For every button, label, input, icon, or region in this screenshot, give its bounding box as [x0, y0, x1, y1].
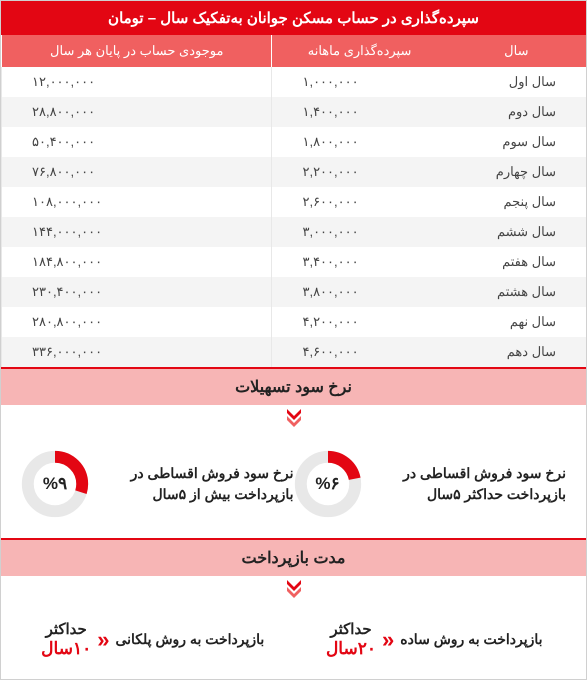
- cell-balance: ۳۳۶,۰۰۰,۰۰۰: [2, 337, 272, 367]
- cell-year: سال هفتم: [447, 247, 586, 277]
- cell-balance: ۲۳۰,۴۰۰,۰۰۰: [2, 277, 272, 307]
- repay-section: بازپرداخت به روش ساده « حداکثر ۲۰سال باز…: [1, 611, 586, 679]
- cell-year: سال هشتم: [447, 277, 586, 307]
- chevron-left-icon: «: [97, 629, 109, 651]
- cell-monthly: ۲,۲۰۰,۰۰۰: [272, 157, 447, 187]
- cell-monthly: ۱,۸۰۰,۰۰۰: [272, 127, 447, 157]
- decorative-arrows-icon: [1, 576, 586, 611]
- table-row: سال سوم۱,۸۰۰,۰۰۰۵۰,۴۰۰,۰۰۰: [2, 127, 587, 157]
- donut-chart: %۹: [21, 450, 89, 518]
- col-header-monthly: سپرده‌گذاری ماهانه: [272, 35, 447, 67]
- repay-box: حداکثر ۲۰سال: [326, 621, 376, 659]
- cell-year: سال پنجم: [447, 187, 586, 217]
- section-title-repay: مدت بازپرداخت: [1, 538, 586, 576]
- repay-text: بازپرداخت به روش ساده: [400, 630, 542, 650]
- section-title-rate: نرخ سود تسهیلات: [1, 367, 586, 405]
- repay-box-bottom: ۱۰سال: [41, 639, 91, 659]
- table-row: سال نهم۴,۲۰۰,۰۰۰۲۸۰,۸۰۰,۰۰۰: [2, 307, 587, 337]
- cell-year: سال ششم: [447, 217, 586, 247]
- cell-year: سال دوم: [447, 97, 586, 127]
- donut-label: %۶: [315, 474, 339, 494]
- repay-text: بازپرداخت به روش پلکانی: [115, 630, 264, 650]
- rate-section: نرخ سود فروش اقساطی در بازپرداخت حداکثر …: [1, 440, 586, 538]
- table-row: سال اول۱,۰۰۰,۰۰۰۱۲,۰۰۰,۰۰۰: [2, 67, 587, 97]
- rate-item: نرخ سود فروش اقساطی در بازپرداخت حداکثر …: [294, 450, 567, 518]
- cell-year: سال نهم: [447, 307, 586, 337]
- donut-chart: %۶: [294, 450, 362, 518]
- chevron-left-icon: «: [382, 629, 394, 651]
- cell-monthly: ۴,۶۰۰,۰۰۰: [272, 337, 447, 367]
- table-row: سال هشتم۳,۸۰۰,۰۰۰۲۳۰,۴۰۰,۰۰۰: [2, 277, 587, 307]
- repay-item: بازپرداخت به روش ساده « حداکثر ۲۰سال: [298, 621, 572, 659]
- cell-balance: ۱۰۸,۰۰۰,۰۰۰: [2, 187, 272, 217]
- cell-year: سال دهم: [447, 337, 586, 367]
- repay-box: حداکثر ۱۰سال: [41, 621, 91, 659]
- cell-balance: ۵۰,۴۰۰,۰۰۰: [2, 127, 272, 157]
- cell-balance: ۲۸۰,۸۰۰,۰۰۰: [2, 307, 272, 337]
- repay-item: بازپرداخت به روش پلکانی « حداکثر ۱۰سال: [16, 621, 290, 659]
- col-header-balance: موجودی حساب در پایان هر سال: [2, 35, 272, 67]
- repay-box-bottom: ۲۰سال: [326, 639, 376, 659]
- decorative-arrows-icon: [1, 405, 586, 440]
- cell-balance: ۱۲,۰۰۰,۰۰۰: [2, 67, 272, 97]
- cell-monthly: ۳,۰۰۰,۰۰۰: [272, 217, 447, 247]
- cell-monthly: ۱,۴۰۰,۰۰۰: [272, 97, 447, 127]
- rate-text: نرخ سود فروش اقساطی در بازپرداخت بیش از …: [101, 463, 294, 505]
- col-header-year: سال: [447, 35, 586, 67]
- table-row: سال ششم۳,۰۰۰,۰۰۰۱۴۴,۰۰۰,۰۰۰: [2, 217, 587, 247]
- table-row: سال هفتم۳,۴۰۰,۰۰۰۱۸۴,۸۰۰,۰۰۰: [2, 247, 587, 277]
- cell-balance: ۱۴۴,۰۰۰,۰۰۰: [2, 217, 272, 247]
- cell-year: سال اول: [447, 67, 586, 97]
- cell-balance: ۲۸,۸۰۰,۰۰۰: [2, 97, 272, 127]
- table-row: سال چهارم۲,۲۰۰,۰۰۰۷۶,۸۰۰,۰۰۰: [2, 157, 587, 187]
- cell-balance: ۷۶,۸۰۰,۰۰۰: [2, 157, 272, 187]
- table-row: سال دوم۱,۴۰۰,۰۰۰۲۸,۸۰۰,۰۰۰: [2, 97, 587, 127]
- donut-label: %۹: [43, 474, 67, 494]
- cell-monthly: ۱,۰۰۰,۰۰۰: [272, 67, 447, 97]
- table-row: سال پنجم۲,۶۰۰,۰۰۰۱۰۸,۰۰۰,۰۰۰: [2, 187, 587, 217]
- repay-box-top: حداکثر: [326, 621, 376, 639]
- cell-monthly: ۳,۸۰۰,۰۰۰: [272, 277, 447, 307]
- cell-year: سال چهارم: [447, 157, 586, 187]
- rate-item: نرخ سود فروش اقساطی در بازپرداخت بیش از …: [21, 450, 294, 518]
- cell-year: سال سوم: [447, 127, 586, 157]
- infographic-container: ISNA سپرده‌گذاری در حساب مسکن جوانان به‌…: [0, 0, 587, 680]
- rate-text: نرخ سود فروش اقساطی در بازپرداخت حداکثر …: [374, 463, 567, 505]
- main-header: سپرده‌گذاری در حساب مسکن جوانان به‌تفکیک…: [1, 1, 586, 35]
- cell-monthly: ۲,۶۰۰,۰۰۰: [272, 187, 447, 217]
- cell-monthly: ۳,۴۰۰,۰۰۰: [272, 247, 447, 277]
- table-row: سال دهم۴,۶۰۰,۰۰۰۳۳۶,۰۰۰,۰۰۰: [2, 337, 587, 367]
- repay-box-top: حداکثر: [41, 621, 91, 639]
- cell-balance: ۱۸۴,۸۰۰,۰۰۰: [2, 247, 272, 277]
- cell-monthly: ۴,۲۰۰,۰۰۰: [272, 307, 447, 337]
- deposit-table: سال سپرده‌گذاری ماهانه موجودی حساب در پا…: [1, 35, 586, 367]
